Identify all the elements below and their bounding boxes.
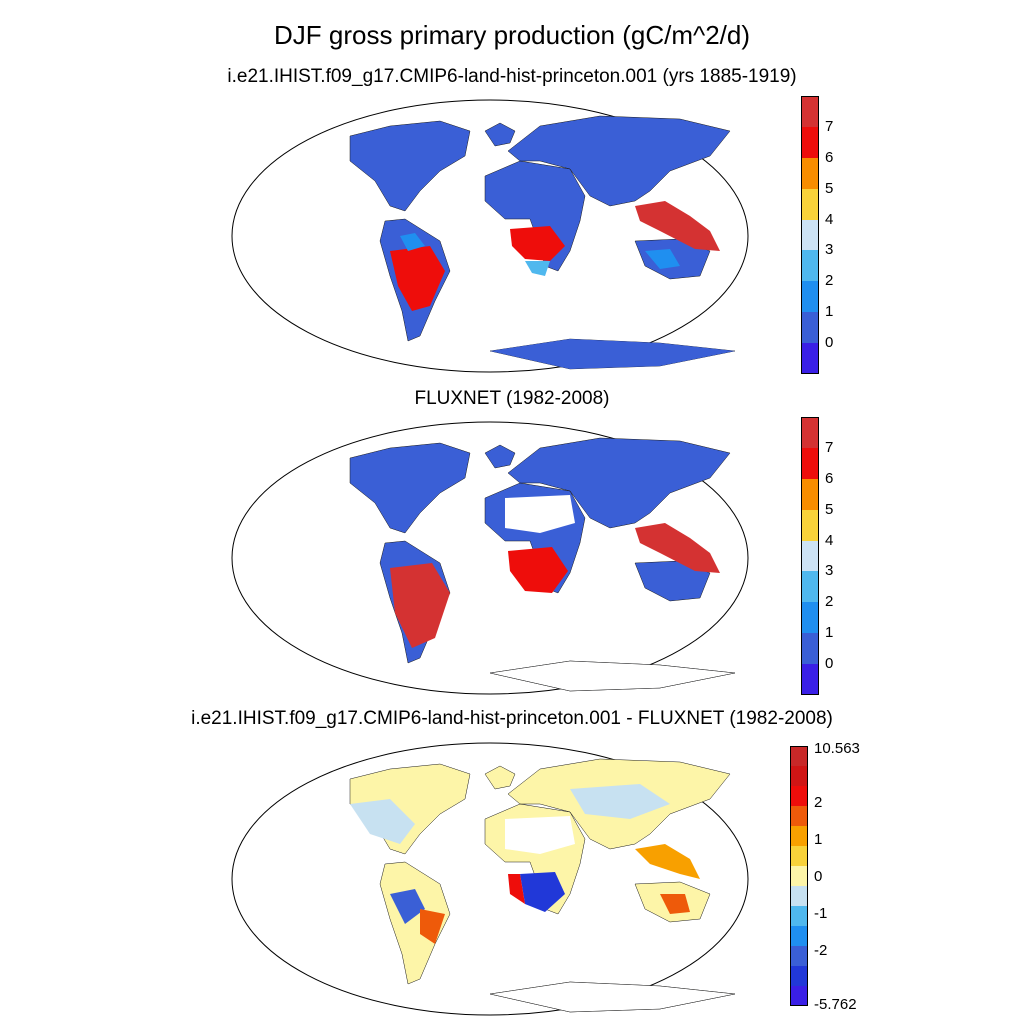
colorbar-swatch <box>801 96 819 127</box>
figure-title: DJF gross primary production (gC/m^2/d) <box>274 20 750 50</box>
colorbar-swatch <box>801 126 819 158</box>
colorbar-tick-label: 2 <box>825 272 834 290</box>
colorbar-tick-label: -1 <box>814 905 828 922</box>
colorbar-tick-label: 4 <box>825 531 834 549</box>
map-3-africa-negative <box>520 872 565 912</box>
colorbar-tick-label: -5.762 <box>814 996 857 1013</box>
colorbar-tick-label: 1 <box>814 831 823 848</box>
colorbar-swatch <box>790 946 808 966</box>
map-3-land <box>349 758 736 1013</box>
panel-2-title: FLUXNET (1982-2008) <box>414 388 610 409</box>
map-2-indonesia <box>635 523 720 573</box>
map-2-amazon <box>390 563 450 648</box>
map-1-land <box>349 115 736 370</box>
colorbar-2: 0 1 2 3 4 5 6 7 <box>801 417 871 695</box>
panel-3-title: i.e21.IHIST.f09_g17.CMIP6-land-hist-prin… <box>191 708 833 729</box>
map-2-sahara <box>505 495 575 533</box>
colorbar-swatch <box>801 509 819 541</box>
colorbar-tick-label: 0 <box>825 655 834 673</box>
colorbar-swatch <box>790 986 808 1006</box>
colorbar-tick-label: 2 <box>814 794 823 811</box>
colorbar-swatch <box>801 478 819 510</box>
colorbar-swatch <box>790 866 808 886</box>
colorbar-1: 0 1 2 3 4 5 6 7 <box>801 96 871 374</box>
map-1-indonesia <box>635 201 720 251</box>
colorbar-swatch <box>801 250 819 282</box>
colorbar-tick-label: 7 <box>825 117 834 135</box>
colorbar-swatch <box>790 846 808 866</box>
colorbar-tick-label: 6 <box>825 469 834 487</box>
colorbar-tick-label: 1 <box>825 303 834 321</box>
colorbar-swatch <box>790 926 808 946</box>
colorbar-tick-label: -2 <box>814 942 828 959</box>
map-1-amazon <box>390 246 445 311</box>
colorbar-frame <box>801 96 819 374</box>
colorbar-swatch <box>801 602 819 634</box>
colorbar-tick-label: 4 <box>825 210 834 228</box>
colorbar-swatch <box>790 746 808 766</box>
map-1-congo <box>510 226 565 261</box>
colorbar-tick-label: 7 <box>825 438 834 456</box>
colorbar-swatch <box>801 417 819 448</box>
map-panel-3 <box>231 742 749 1016</box>
colorbar-swatch <box>801 664 819 695</box>
panel-1-title: i.e21.IHIST.f09_g17.CMIP6-land-hist-prin… <box>227 66 797 87</box>
colorbar-swatch <box>801 188 819 220</box>
colorbar-swatch <box>790 786 808 806</box>
colorbar-tick-label: 1 <box>825 624 834 642</box>
colorbar-swatch <box>801 343 819 374</box>
colorbar-swatch <box>801 571 819 603</box>
colorbar-tick-label: 6 <box>825 148 834 166</box>
colorbar-swatch <box>801 540 819 572</box>
colorbar-swatch <box>790 826 808 846</box>
colorbar-swatch <box>801 312 819 344</box>
colorbar-tick-label: 2 <box>825 593 834 611</box>
colorbar-tick-label: 3 <box>825 241 834 259</box>
map-2-land <box>349 437 736 692</box>
colorbar-swatch <box>790 806 808 826</box>
colorbar-frame <box>801 417 819 695</box>
colorbar-frame <box>790 746 808 1006</box>
colorbar-swatch <box>790 766 808 786</box>
colorbar-swatch <box>801 633 819 665</box>
colorbar-tick-label: 5 <box>825 500 834 518</box>
colorbar-swatch <box>790 966 808 986</box>
colorbar-tick-label: 0 <box>825 334 834 352</box>
colorbar-swatch <box>801 281 819 313</box>
map-3-amazon-negative <box>390 889 425 924</box>
map-panel-2 <box>231 421 749 695</box>
colorbar-swatch <box>801 157 819 189</box>
colorbar-swatch <box>790 886 808 906</box>
colorbar-swatch <box>790 906 808 926</box>
colorbar-swatch <box>801 219 819 251</box>
map-2-congo <box>508 547 568 593</box>
colorbar-tick-label: 0 <box>814 868 823 885</box>
colorbar-tick-label: 5 <box>825 179 834 197</box>
colorbar-swatch <box>801 447 819 479</box>
colorbar-tick-label: 10.563 <box>814 740 860 757</box>
colorbar-tick-label: 3 <box>825 562 834 580</box>
colorbar-3: 10.563 2 1 0 -1 -2 -5.762 <box>790 740 870 1013</box>
map-panel-1 <box>231 99 749 373</box>
